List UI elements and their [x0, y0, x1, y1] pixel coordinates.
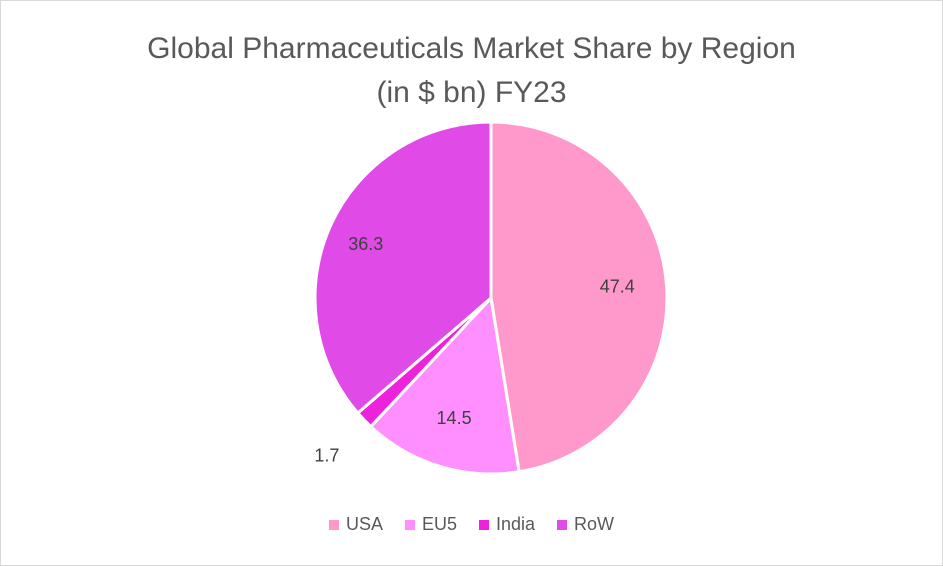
- pie-slice-eu5: [369, 296, 521, 476]
- pie-slice-usa: [489, 120, 669, 474]
- legend-item-eu5: EU5: [404, 514, 457, 535]
- legend-label: RoW: [574, 514, 615, 534]
- data-label-row: 36.3: [348, 234, 383, 254]
- chart-title-line1: Global Pharmaceuticals Market Share by R…: [147, 32, 796, 65]
- legend-swatch: [328, 519, 339, 530]
- pie-slice-row: [313, 120, 493, 415]
- legend-swatch: [478, 519, 489, 530]
- legend-item-row: RoW: [557, 514, 614, 535]
- data-label-eu5: 14.5: [437, 408, 472, 428]
- legend-label: India: [495, 514, 536, 534]
- legend-item-india: India: [478, 514, 536, 535]
- legend: USA EU5 India RoW: [1, 514, 942, 535]
- legend-item-usa: USA: [328, 514, 383, 535]
- data-label-india: 1.7: [314, 445, 339, 465]
- legend-swatch: [557, 519, 568, 530]
- pie-data-labels: 47.4 14.5 1.7 36.3: [314, 234, 634, 465]
- legend-swatch: [404, 519, 415, 530]
- pie-slices: [313, 120, 669, 476]
- legend-label: EU5: [421, 514, 457, 534]
- legend-label: USA: [345, 514, 383, 534]
- data-label-usa: 47.4: [600, 277, 635, 297]
- chart-title: Global Pharmaceuticals Market Share by R…: [1, 27, 942, 115]
- chart-title-line2: (in $ bn) FY23: [376, 76, 567, 109]
